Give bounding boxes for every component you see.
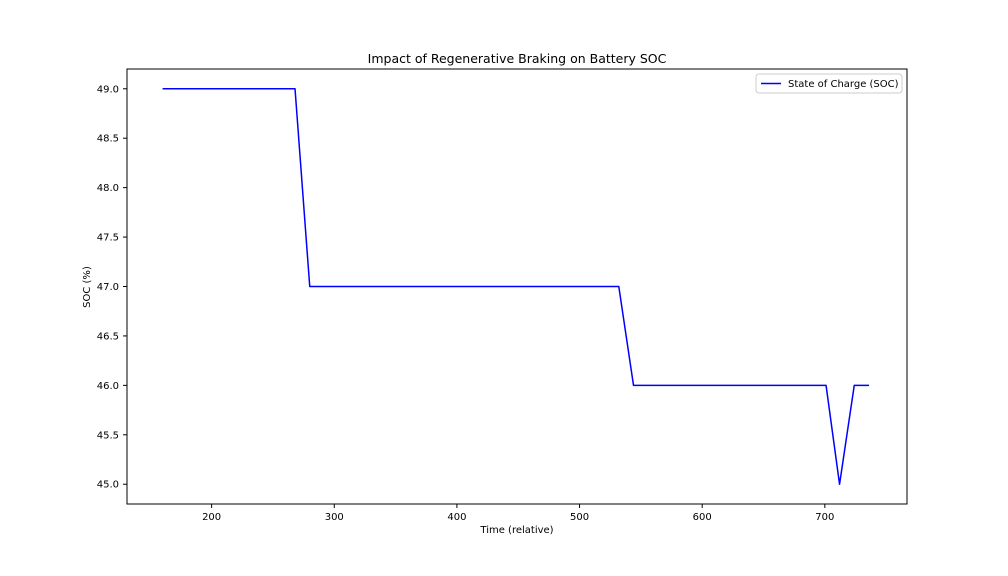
y-tick-label: 47.0 [97, 282, 119, 293]
legend-box [755, 73, 903, 94]
y-axis: 45.0 45.5 46.0 46.5 47.0 47.5 48.0 48.5 49.0 [97, 84, 127, 491]
y-tick-label: 45.0 [97, 480, 119, 491]
plot-area [162, 88, 869, 485]
y-tick-label: 46.0 [97, 381, 119, 392]
series-line-0 [162, 88, 869, 485]
y-tick-label: 48.0 [97, 183, 119, 194]
x-tick-label: 200 [202, 512, 221, 523]
x-tick-label: 400 [447, 512, 466, 523]
x-tick-label: 700 [815, 512, 834, 523]
x-tick-label: 500 [570, 512, 589, 523]
x-axis-label: Time (relative) [479, 525, 553, 536]
chart-title: Impact of Regenerative Braking on Batter… [368, 51, 667, 66]
x-tick-label: 300 [325, 512, 344, 523]
y-axis-label: SOC (%) [82, 266, 93, 308]
x-tick-label: 600 [693, 512, 712, 523]
legend: State of Charge (SOC) [755, 73, 903, 94]
y-tick-label: 49.0 [97, 84, 119, 95]
y-tick-label: 46.5 [97, 331, 119, 342]
y-tick-label: 47.5 [97, 233, 119, 244]
legend-label: State of Charge (SOC) [788, 79, 899, 90]
y-tick-label: 45.5 [97, 430, 119, 441]
y-tick-label: 48.5 [97, 134, 119, 145]
x-axis: 200 300 400 500 600 700 [202, 504, 834, 523]
